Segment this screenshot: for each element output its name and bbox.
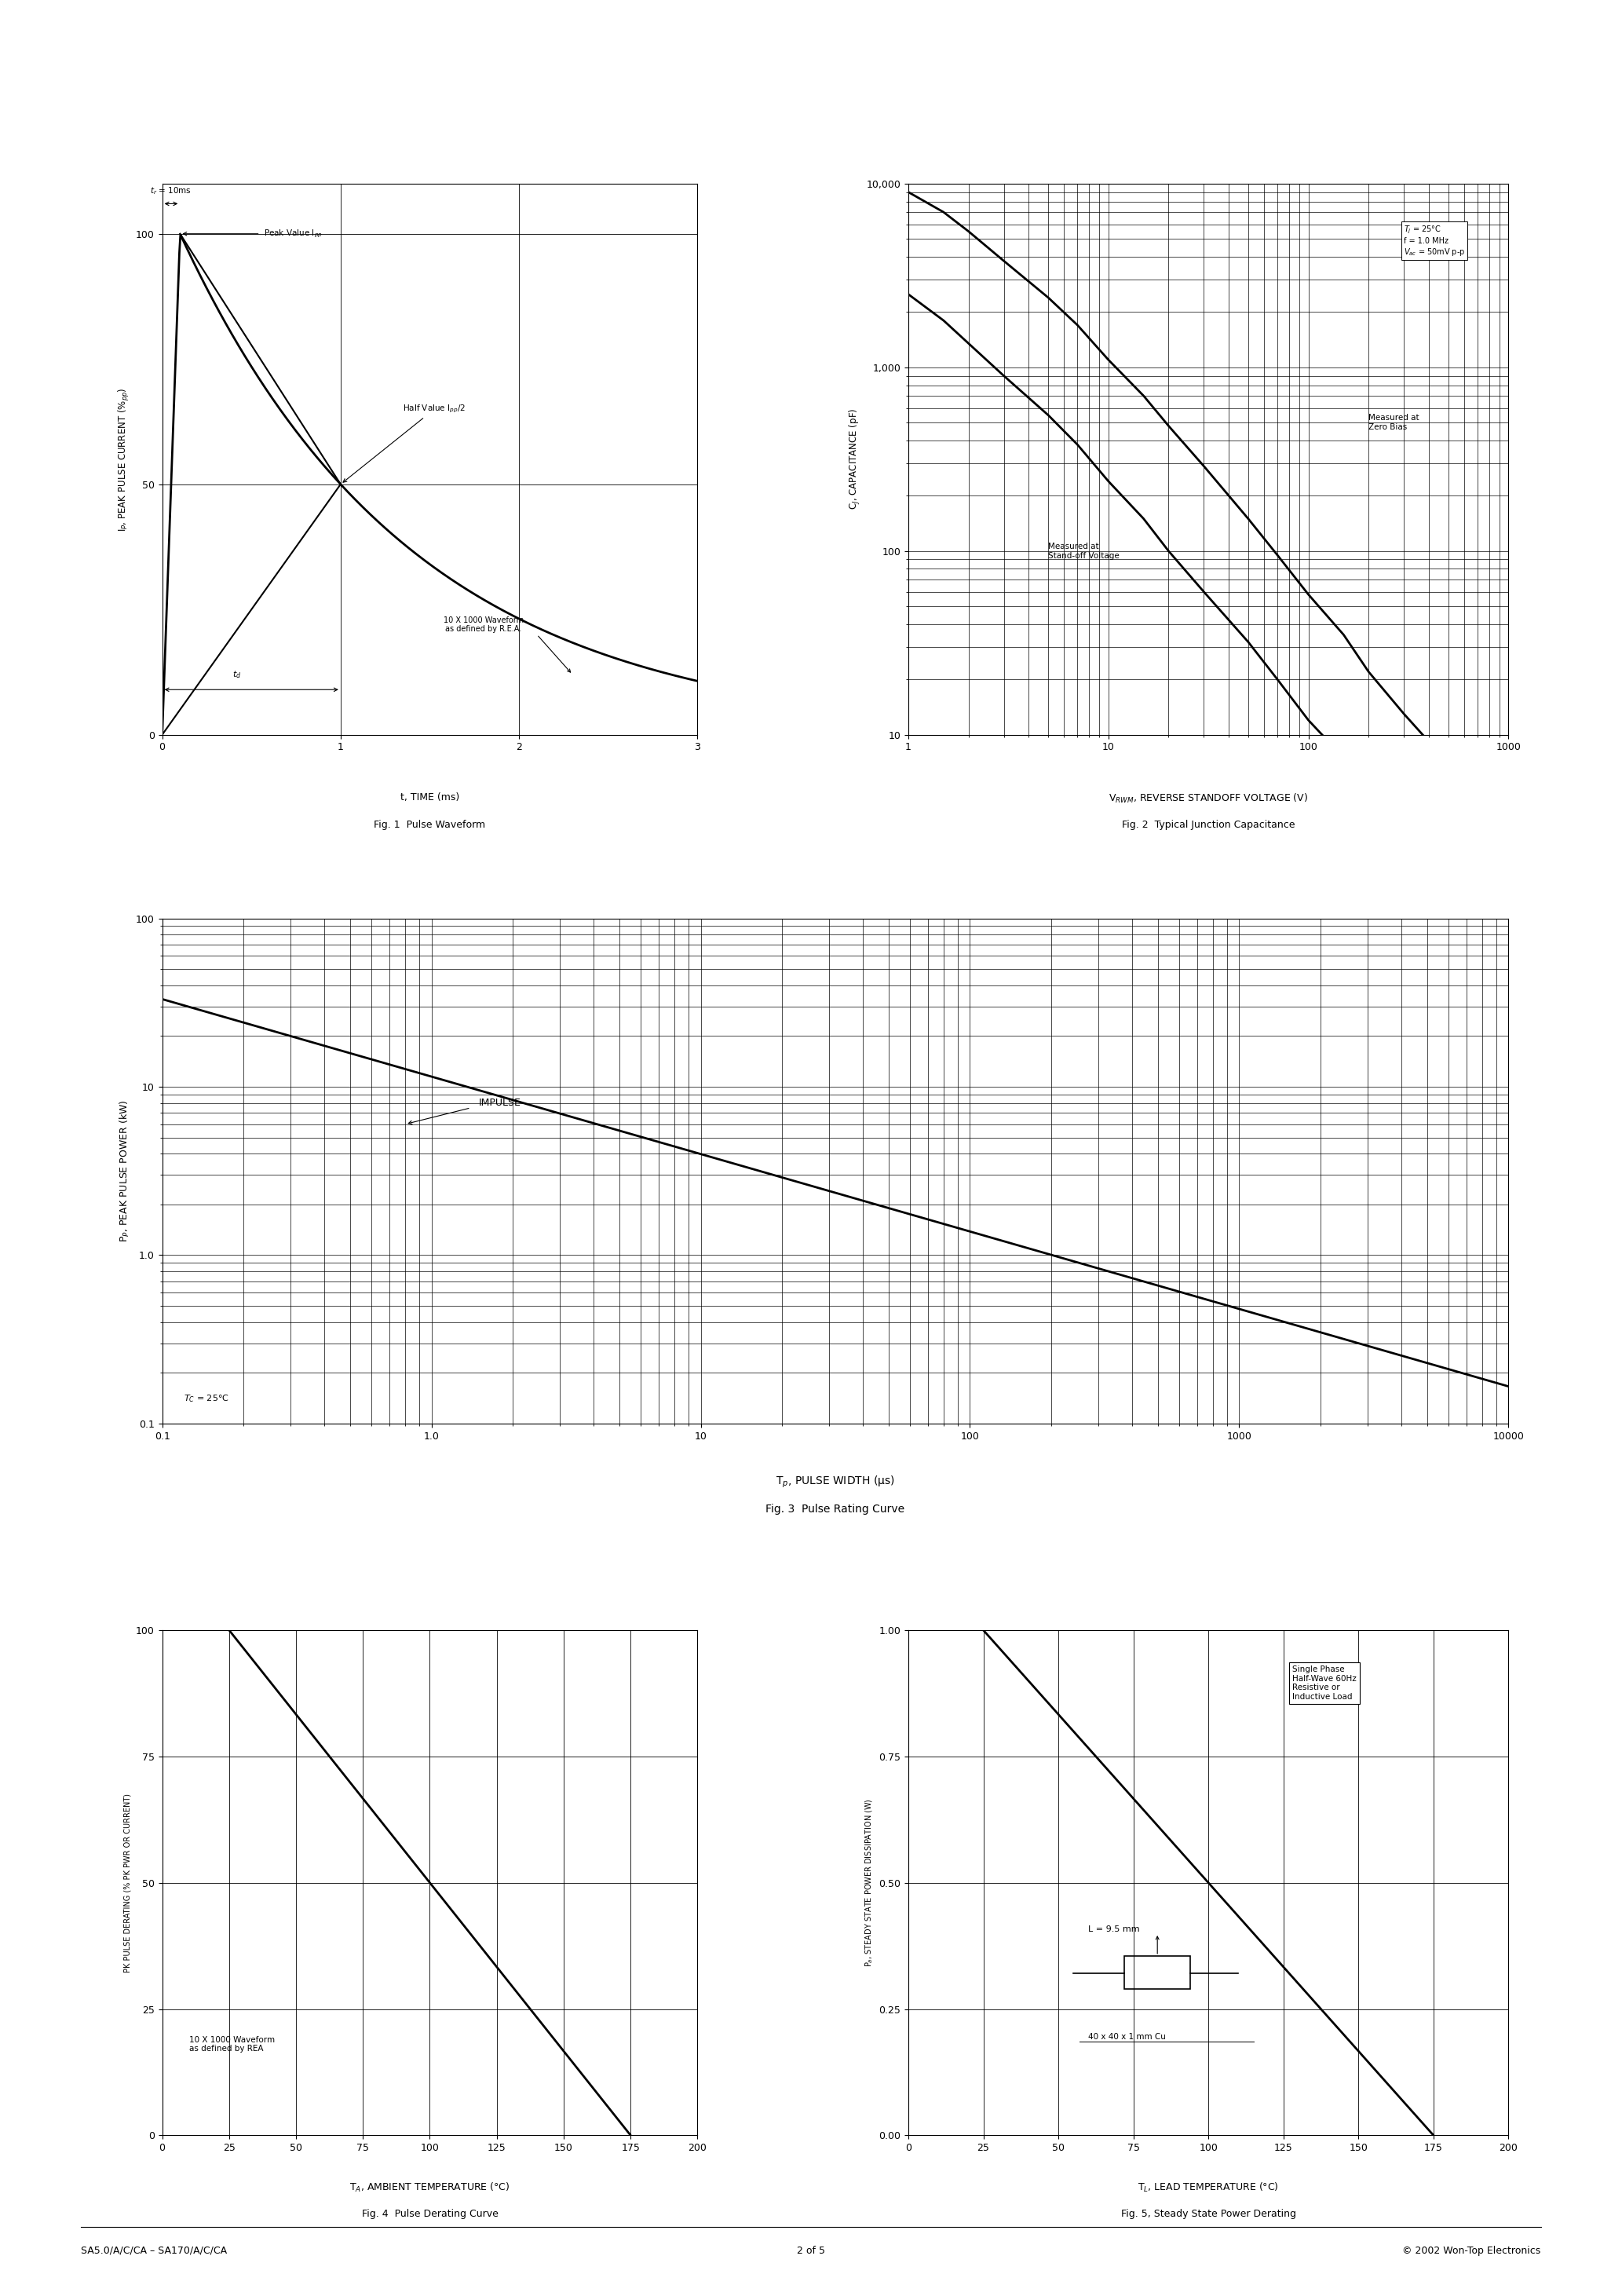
- Text: Measured at
Zero Bias: Measured at Zero Bias: [1369, 413, 1419, 432]
- Text: Half Value I$_{pp}$/2: Half Value I$_{pp}$/2: [344, 404, 466, 482]
- Text: Peak Value I$_{pp}$: Peak Value I$_{pp}$: [264, 227, 323, 239]
- Text: $T_C$ = 25°C: $T_C$ = 25°C: [183, 1394, 229, 1405]
- Y-axis label: P$_P$, PEAK PULSE POWER (kW): P$_P$, PEAK PULSE POWER (kW): [118, 1100, 131, 1242]
- Text: Measured at
Stand-off Voltage: Measured at Stand-off Voltage: [1048, 542, 1119, 560]
- Text: Single Phase
Half-Wave 60Hz
Resistive or
Inductive Load: Single Phase Half-Wave 60Hz Resistive or…: [1293, 1665, 1356, 1701]
- Text: $t_d$: $t_d$: [232, 668, 242, 680]
- Text: Fig. 3  Pulse Rating Curve: Fig. 3 Pulse Rating Curve: [766, 1504, 905, 1515]
- Text: L = 9.5 mm: L = 9.5 mm: [1088, 1926, 1140, 1933]
- Text: Fig. 4  Pulse Derating Curve: Fig. 4 Pulse Derating Curve: [362, 2209, 498, 2218]
- Text: T$_L$, LEAD TEMPERATURE (°C): T$_L$, LEAD TEMPERATURE (°C): [1139, 2181, 1278, 2195]
- Text: 2 of 5: 2 of 5: [796, 2245, 826, 2255]
- Text: Fig. 1  Pulse Waveform: Fig. 1 Pulse Waveform: [375, 820, 485, 829]
- Text: T$_p$, PULSE WIDTH (µs): T$_p$, PULSE WIDTH (µs): [775, 1474, 895, 1490]
- Text: SA5.0/A/C/CA – SA170/A/C/CA: SA5.0/A/C/CA – SA170/A/C/CA: [81, 2245, 227, 2255]
- Text: T$_A$, AMBIENT TEMPERATURE (°C): T$_A$, AMBIENT TEMPERATURE (°C): [350, 2181, 509, 2195]
- Y-axis label: I$_P$, PEAK PULSE CURRENT (%$_{pp}$): I$_P$, PEAK PULSE CURRENT (%$_{pp}$): [117, 388, 131, 530]
- Y-axis label: P$_a$, STEADY STATE POWER DISSIPATION (W): P$_a$, STEADY STATE POWER DISSIPATION (W…: [863, 1798, 874, 1968]
- Text: $T_j$ = 25°C
f = 1.0 MHz
$V_{ac}$ = 50mV p-p: $T_j$ = 25°C f = 1.0 MHz $V_{ac}$ = 50mV…: [1405, 225, 1465, 257]
- Text: Fig. 2  Typical Junction Capacitance: Fig. 2 Typical Junction Capacitance: [1122, 820, 1294, 829]
- Text: $t_r$ = 10ms: $t_r$ = 10ms: [151, 186, 191, 195]
- Text: t, TIME (ms): t, TIME (ms): [401, 792, 459, 801]
- Y-axis label: C$_J$, CAPACITANCE (pF): C$_J$, CAPACITANCE (pF): [848, 409, 861, 510]
- Text: © 2002 Won-Top Electronics: © 2002 Won-Top Electronics: [1403, 2245, 1541, 2255]
- Y-axis label: PK PULSE DERATING (% PK PWR OR CURRENT): PK PULSE DERATING (% PK PWR OR CURRENT): [123, 1793, 131, 1972]
- FancyBboxPatch shape: [1124, 1956, 1191, 1988]
- Text: 10 X 1000 Waveform
as defined by REA: 10 X 1000 Waveform as defined by REA: [190, 2037, 274, 2053]
- Text: V$_{RWM}$, REVERSE STANDOFF VOLTAGE (V): V$_{RWM}$, REVERSE STANDOFF VOLTAGE (V): [1108, 792, 1309, 806]
- Text: IMPULSE: IMPULSE: [478, 1097, 521, 1109]
- Text: 40 x 40 x 1 mm Cu: 40 x 40 x 1 mm Cu: [1088, 2032, 1166, 2041]
- Text: Fig. 5, Steady State Power Derating: Fig. 5, Steady State Power Derating: [1121, 2209, 1296, 2218]
- Text: 10 X 1000 Waveform
as defined by R.E.A.: 10 X 1000 Waveform as defined by R.E.A.: [443, 615, 524, 634]
